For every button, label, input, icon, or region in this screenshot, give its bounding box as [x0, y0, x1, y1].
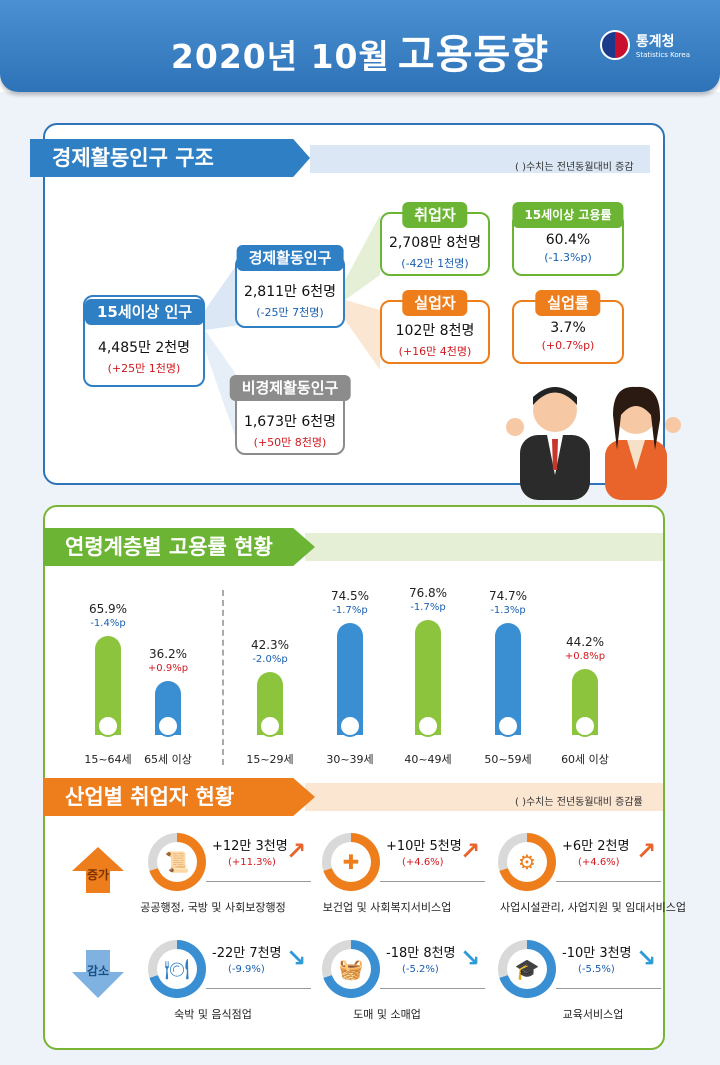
industry-rule: [380, 988, 485, 989]
industry-ring-icon: 🧺: [322, 940, 380, 998]
age-bar-value: 42.3%: [250, 638, 290, 652]
industry-name: 공공행정, 국방 및 사회보장행정: [140, 901, 286, 914]
age-bar-change: -1.7%p: [332, 605, 368, 616]
industry-icon: ⚙: [507, 842, 547, 882]
industry-name: 사업시설관리, 사업지원 및 임대서비스업: [499, 901, 687, 914]
increase-label: 증가: [86, 868, 110, 882]
trend-down-icon: ↘: [636, 944, 657, 972]
industry-icon: 🎓: [507, 949, 547, 989]
industry-name: 교육서비스업: [562, 1008, 624, 1021]
structure-note: ( )수치는 전년동월대비 증감: [515, 162, 634, 173]
industry-name: 숙박 및 음식점업: [174, 1008, 252, 1021]
document-search-icon: [497, 715, 519, 737]
industry-icon: ✚: [331, 842, 371, 882]
document-search-icon: [259, 715, 281, 737]
industry-change: (-5.5%): [578, 964, 615, 975]
age-bar-label: 40~49세: [404, 753, 452, 766]
age-title: 연령계층별 고용률 현황: [43, 528, 315, 566]
age-bar-label: 15~64세: [84, 753, 132, 766]
industry-ring-icon: 🎓: [498, 940, 556, 998]
people-illustration: [506, 386, 681, 500]
age-bar-value: 74.5%: [330, 589, 370, 603]
decrease-label: 감소: [86, 964, 110, 978]
industry-ring-icon: ✚: [322, 833, 380, 891]
document-search-icon: [417, 715, 439, 737]
age-bar-change: +0.9%p: [147, 663, 189, 674]
industry-value: +6만 2천명: [562, 839, 630, 854]
age-bar-change: -2.0%p: [252, 654, 288, 665]
industry-change: (+11.3%): [228, 857, 276, 868]
industry-rule: [556, 988, 661, 989]
age-bar-change: -1.4%p: [90, 618, 126, 629]
age-bar-value: 44.2%: [565, 635, 605, 649]
industry-change: (+4.6%): [578, 857, 620, 868]
age-divider: [222, 590, 224, 765]
decrease-arrow-icon: [72, 950, 124, 998]
unemployment-rate-box: 실업률 3.7% (+0.7%p): [512, 290, 624, 364]
industry-rule: [380, 881, 485, 882]
industry-title: 산업별 취업자 현황: [43, 778, 315, 816]
industry-name: 도매 및 소매업: [353, 1008, 421, 1021]
age-title-rule: [305, 533, 663, 561]
statistics-korea-logo: 통계청 Statistics Korea: [599, 30, 690, 60]
industry-note: ( )수치는 전년동월대비 증감률: [515, 797, 643, 808]
pop15-box: 15세이상 인구 4,485만 2천명 (+25만 1천명): [83, 295, 205, 387]
structure-title: 경제활동인구 구조: [30, 139, 310, 177]
industry-value: -10만 3천명: [562, 946, 632, 961]
industry-icon: 🧺: [331, 949, 371, 989]
document-search-icon: [97, 715, 119, 737]
industry-value: -22만 7천명: [212, 946, 282, 961]
age-bar-value: 76.8%: [408, 586, 448, 600]
employed-box: 취업자 2,708만 8천명 (-42만 1천명): [380, 202, 490, 276]
taegeuk-icon: [599, 30, 630, 60]
age-bar-value: 36.2%: [148, 647, 188, 661]
industry-value: -18만 8천명: [386, 946, 456, 961]
employment-rate-box: 15세이상 고용률 60.4% (-1.3%p): [512, 202, 624, 276]
industry-value: +12만 3천명: [212, 839, 288, 854]
header-bar: 2020년 10월 고용동향 통계청 Statistics Korea: [0, 0, 720, 92]
inactive-box: 비경제활동인구 1,673만 6천명 (+50만 8천명): [229, 375, 351, 455]
industry-name: 보건업 및 사회복지서비스업: [322, 901, 452, 914]
age-bar-change: -1.3%p: [490, 605, 526, 616]
trend-down-icon: ↘: [460, 944, 481, 972]
industry-title-rule: [305, 783, 663, 811]
industry-change: (-9.9%): [228, 964, 265, 975]
industry-value: +10만 5천명: [386, 839, 462, 854]
age-bar-value: 65.9%: [88, 602, 128, 616]
industry-change: (+4.6%): [402, 857, 444, 868]
industry-rule: [206, 988, 311, 989]
industry-ring-icon: 📜: [148, 833, 206, 891]
industry-change: (-5.2%): [402, 964, 439, 975]
document-search-icon: [339, 715, 361, 737]
increase-arrow-icon: [72, 847, 124, 893]
age-bar-label: 30~39세: [326, 753, 374, 766]
trend-up-icon: ↗: [636, 837, 657, 865]
document-search-icon: [157, 715, 179, 737]
active-box: 경제활동인구 2,811만 6천명 (-25만 7천명): [235, 245, 345, 328]
age-bar-change: -1.7%p: [410, 602, 446, 613]
age-bar-label: 65세 이상: [144, 753, 192, 766]
age-bar-label: 60세 이상: [561, 753, 609, 766]
trend-up-icon: ↗: [460, 837, 481, 865]
trend-up-icon: ↗: [286, 837, 307, 865]
age-bar-change: +0.8%p: [564, 651, 606, 662]
trend-down-icon: ↘: [286, 944, 307, 972]
industry-rule: [556, 881, 661, 882]
page-title: 2020년 10월 고용동향: [170, 32, 550, 78]
industry-ring-icon: 🍽: [148, 940, 206, 998]
age-bar-value: 74.7%: [488, 589, 528, 603]
unemployed-box: 실업자 102만 8천명 (+16만 4천명): [380, 290, 490, 364]
industry-icon: 📜: [157, 842, 197, 882]
age-bar-label: 50~59세: [484, 753, 532, 766]
structure-title-rule: [310, 145, 650, 173]
industry-icon: 🍽: [157, 949, 197, 989]
industry-ring-icon: ⚙: [498, 833, 556, 891]
age-bar-label: 15~29세: [246, 753, 294, 766]
industry-rule: [206, 881, 311, 882]
document-search-icon: [574, 715, 596, 737]
